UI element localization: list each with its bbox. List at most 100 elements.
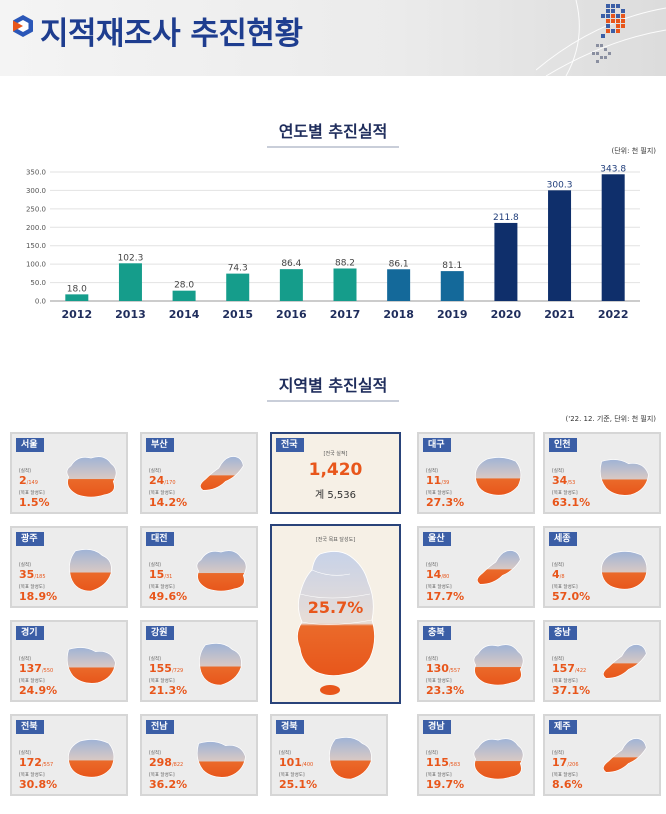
region-card: 부산 [실적] 24/170 [목표 달성도] 14.2% xyxy=(140,432,258,514)
actual-label: [실적] xyxy=(279,751,291,756)
data-label: 102.3 xyxy=(118,253,144,263)
region-map-icon xyxy=(66,647,116,684)
region-name-tag: 경북 xyxy=(276,720,304,734)
region-name-tag: 전남 xyxy=(146,720,174,734)
rate-label: [목표 달성도] xyxy=(552,679,578,684)
actual-label: [실적] xyxy=(426,657,438,662)
actual-value: 137/550 xyxy=(19,662,54,675)
rate-value: 36.2% xyxy=(149,778,188,791)
rate-value: 27.3% xyxy=(426,496,465,509)
actual-value: 115/583 xyxy=(426,756,461,769)
region-map-icon xyxy=(69,549,112,592)
region-name-tag: 부산 xyxy=(146,438,174,452)
y-tick-label: 50.0 xyxy=(30,279,46,287)
actual-label: [실적] xyxy=(149,563,161,568)
region-card: 충남 [실적] 157/422 [목표 달성도] 37.1% xyxy=(543,620,661,702)
hexagon-logo-icon xyxy=(13,15,33,37)
actual-value: 15/31 xyxy=(149,568,173,581)
actual-value: 157/422 xyxy=(552,662,587,675)
x-tick-label: 2019 xyxy=(437,308,468,321)
x-tick-label: 2016 xyxy=(276,308,307,321)
korea-map-icon xyxy=(297,551,375,695)
region-card: 경북 [실적] 101/400 [목표 달성도] 25.1% xyxy=(270,714,388,796)
rate-value: 63.1% xyxy=(552,496,591,509)
rate-value: 14.2% xyxy=(149,496,188,509)
bar-2020 xyxy=(494,222,518,301)
rate-value: 23.3% xyxy=(426,684,465,697)
rate-label: [목표 달성도] xyxy=(279,773,305,778)
region-name-tag: 인천 xyxy=(549,438,577,452)
actual-value: 298/822 xyxy=(149,756,184,769)
region-map-icon xyxy=(199,456,244,491)
rate-value: 57.0% xyxy=(552,590,591,603)
data-label: 211.8 xyxy=(493,213,519,223)
x-tick-label: 2017 xyxy=(330,308,361,321)
region-name-tag: 충남 xyxy=(549,626,577,640)
bar-2017 xyxy=(333,268,357,301)
region-map-icon xyxy=(602,644,647,679)
region-card: 대구 [실적] 11/39 [목표 달성도] 27.3% xyxy=(417,432,535,514)
actual-label: [실적] xyxy=(19,751,31,756)
rate-label: [목표 달성도] xyxy=(552,491,578,496)
region-map-icon xyxy=(602,738,647,773)
rate-label: [목표 달성도] xyxy=(149,585,175,590)
rate-label: [목표 달성도] xyxy=(149,679,175,684)
rate-label: [목표 달성도] xyxy=(426,773,452,778)
region-card: 전남 [실적] 298/822 [목표 달성도] 36.2% xyxy=(140,714,258,796)
region-card: 서울 [실적] 2/149 [목표 달성도] 1.5% xyxy=(10,432,128,514)
x-tick-label: 2022 xyxy=(598,308,629,321)
bar-2022 xyxy=(601,174,625,301)
actual-value: 130/557 xyxy=(426,662,461,675)
region-card: 인천 [실적] 34/53 [목표 달성도] 63.1% xyxy=(543,432,661,514)
region-card: 대전 [실적] 15/31 [목표 달성도] 49.6% xyxy=(140,526,258,608)
data-label: 86.4 xyxy=(281,259,301,269)
rate-value: 24.9% xyxy=(19,684,58,697)
actual-value: 4/8 xyxy=(552,568,565,581)
x-tick-label: 2021 xyxy=(544,308,575,321)
region-name-tag: 울산 xyxy=(423,532,451,546)
rate-label: [목표 달성도] xyxy=(426,491,452,496)
actual-label: [실적] xyxy=(19,563,31,568)
rate-label: [목표 달성도] xyxy=(426,679,452,684)
region-name-tag: 전국 xyxy=(276,438,304,452)
region-name-tag: 제주 xyxy=(549,720,577,734)
actual-value: 155/729 xyxy=(149,662,184,675)
actual-label: [실적] xyxy=(149,751,161,756)
rate-value: 17.7% xyxy=(426,590,465,603)
actual-label: [실적] xyxy=(552,657,564,662)
y-tick-label: 300.0 xyxy=(26,187,46,195)
actual-label: [실적] xyxy=(426,751,438,756)
actual-label: [실적] xyxy=(426,469,438,474)
data-label: 88.2 xyxy=(335,258,355,268)
y-tick-label: 200.0 xyxy=(26,224,46,232)
region-map-icon xyxy=(329,737,372,780)
y-tick-label: 0.0 xyxy=(35,298,46,306)
bar-2021 xyxy=(548,190,572,301)
region-card: 경기 [실적] 137/550 [목표 달성도] 24.9% xyxy=(10,620,128,702)
actual-label: [실적] xyxy=(426,563,438,568)
region-name-tag: 충북 xyxy=(423,626,451,640)
region-card: 경남 [실적] 115/583 [목표 달성도] 19.7% xyxy=(417,714,535,796)
rate-value: 1.5% xyxy=(19,496,50,509)
region-name-tag: 경기 xyxy=(16,626,44,640)
region-map-icon xyxy=(473,738,524,780)
bar-2016 xyxy=(279,269,303,301)
region-card: 충북 [실적] 130/557 [목표 달성도] 23.3% xyxy=(417,620,535,702)
rate-label: [목표 달성도] xyxy=(19,585,45,590)
national-rate-card: [전국 목표 달성도] 25.7% xyxy=(270,524,401,704)
national-total-card: 전국 [전국 실적] 1,420 계 5,536 xyxy=(270,432,401,514)
actual-label: [실적] xyxy=(149,469,161,474)
actual-value: 24/170 xyxy=(149,474,176,487)
national-actual-label: [전국 실적] xyxy=(323,451,348,457)
chart-unit-note: (단위: 천 필지) xyxy=(611,147,656,155)
actual-value: 172/557 xyxy=(19,756,54,769)
rate-label: [목표 달성도] xyxy=(552,585,578,590)
x-tick-label: 2018 xyxy=(383,308,414,321)
region-name-tag: 전북 xyxy=(16,720,44,734)
actual-label: [실적] xyxy=(552,469,564,474)
national-rate-label: [전국 목표 달성도] xyxy=(315,537,356,543)
y-tick-label: 100.0 xyxy=(26,261,46,269)
region-card: 강원 [실적] 155/729 [목표 달성도] 21.3% xyxy=(140,620,258,702)
region-map-icon xyxy=(599,459,649,496)
rate-value: 49.6% xyxy=(149,590,188,603)
